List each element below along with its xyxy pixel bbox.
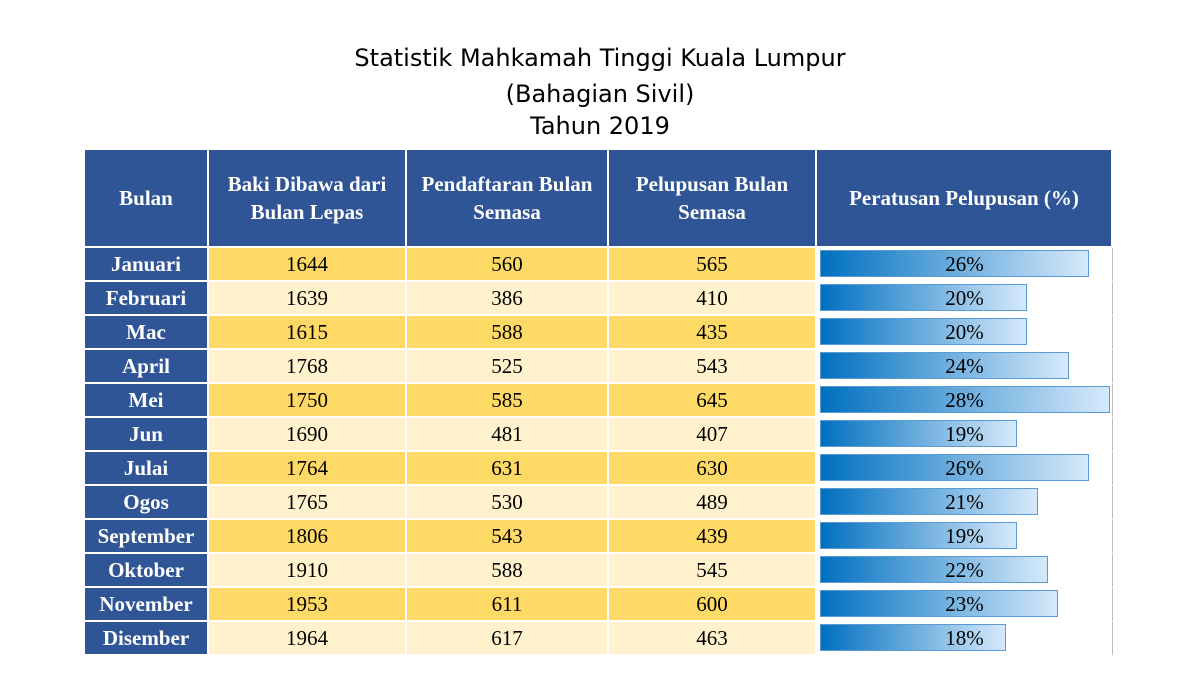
value: 386 bbox=[407, 282, 609, 316]
percent-cell: 18% bbox=[817, 622, 1113, 656]
column-header: Pelupusan Bulan Semasa bbox=[609, 150, 817, 248]
data-bar bbox=[820, 318, 1028, 345]
value: 1806 bbox=[209, 520, 407, 554]
value: 1768 bbox=[209, 350, 407, 384]
title: (Bahagian Sivil) bbox=[505, 80, 695, 108]
percent: 23% bbox=[945, 591, 984, 616]
month: Ogos bbox=[85, 486, 209, 520]
percent: 19% bbox=[945, 421, 984, 446]
value: 585 bbox=[407, 384, 609, 418]
value: 1765 bbox=[209, 486, 407, 520]
month: Januari bbox=[85, 248, 209, 282]
percent: 21% bbox=[945, 489, 984, 514]
value: 481 bbox=[407, 418, 609, 452]
column-header: Pendaftaran Bulan Semasa bbox=[407, 150, 609, 248]
month: Julai bbox=[85, 452, 209, 486]
month: November bbox=[85, 588, 209, 622]
percent: 18% bbox=[945, 625, 984, 650]
percent-cell: 26% bbox=[817, 248, 1113, 282]
value: 489 bbox=[609, 486, 817, 520]
data-bar bbox=[820, 522, 1017, 549]
month: Jun bbox=[85, 418, 209, 452]
month: Februari bbox=[85, 282, 209, 316]
month: Disember bbox=[85, 622, 209, 656]
data-bar bbox=[820, 284, 1028, 311]
percent-cell: 22% bbox=[817, 554, 1113, 588]
percent: 26% bbox=[945, 455, 984, 480]
percent-cell: 26% bbox=[817, 452, 1113, 486]
percent: 22% bbox=[945, 557, 984, 582]
value: 530 bbox=[407, 486, 609, 520]
value: 435 bbox=[609, 316, 817, 350]
value: 588 bbox=[407, 316, 609, 350]
value: 545 bbox=[609, 554, 817, 588]
month: Oktober bbox=[85, 554, 209, 588]
value: 543 bbox=[609, 350, 817, 384]
month: September bbox=[85, 520, 209, 554]
value: 1644 bbox=[209, 248, 407, 282]
value: 410 bbox=[609, 282, 817, 316]
value: 1764 bbox=[209, 452, 407, 486]
data-bar bbox=[820, 454, 1090, 481]
value: 630 bbox=[609, 452, 817, 486]
percent-cell: 23% bbox=[817, 588, 1113, 622]
percent-cell: 24% bbox=[817, 350, 1113, 384]
value: 1953 bbox=[209, 588, 407, 622]
data-bar bbox=[820, 556, 1048, 583]
column-header: Peratusan Pelupusan (%) bbox=[817, 150, 1113, 248]
percent: 24% bbox=[945, 353, 984, 378]
column-header: Baki Dibawa dari Bulan Lepas bbox=[209, 150, 407, 248]
data-bar bbox=[820, 352, 1069, 379]
percent: 26% bbox=[945, 251, 984, 276]
value: 645 bbox=[609, 384, 817, 418]
month: Mac bbox=[85, 316, 209, 350]
month: Mei bbox=[85, 384, 209, 418]
value: 1639 bbox=[209, 282, 407, 316]
percent: 28% bbox=[945, 387, 984, 412]
value: 631 bbox=[407, 452, 609, 486]
value: 543 bbox=[407, 520, 609, 554]
value: 600 bbox=[609, 588, 817, 622]
percent-cell: 28% bbox=[817, 384, 1113, 418]
value: 407 bbox=[609, 418, 817, 452]
data-bar bbox=[820, 590, 1059, 617]
data-bar bbox=[820, 250, 1090, 277]
value: 1910 bbox=[209, 554, 407, 588]
percent-cell: 20% bbox=[817, 316, 1113, 350]
percent-cell: 20% bbox=[817, 282, 1113, 316]
value: 588 bbox=[407, 554, 609, 588]
value: 1964 bbox=[209, 622, 407, 656]
percent: 19% bbox=[945, 523, 984, 548]
data-bar bbox=[820, 386, 1110, 413]
value: 617 bbox=[407, 622, 609, 656]
column-header: Bulan bbox=[85, 150, 209, 248]
value: 1750 bbox=[209, 384, 407, 418]
data-bar bbox=[820, 420, 1017, 447]
value: 1615 bbox=[209, 316, 407, 350]
percent-cell: 19% bbox=[817, 418, 1113, 452]
data-bar bbox=[820, 624, 1007, 651]
value: 463 bbox=[609, 622, 817, 656]
title: Statistik Mahkamah Tinggi Kuala Lumpur bbox=[354, 44, 846, 72]
value: 611 bbox=[407, 588, 609, 622]
value: 565 bbox=[609, 248, 817, 282]
value: 439 bbox=[609, 520, 817, 554]
percent: 20% bbox=[945, 285, 984, 310]
percent-cell: 19% bbox=[817, 520, 1113, 554]
data-bar bbox=[820, 488, 1038, 515]
title: Tahun 2019 bbox=[530, 112, 670, 140]
value: 525 bbox=[407, 350, 609, 384]
value: 560 bbox=[407, 248, 609, 282]
percent-cell: 21% bbox=[817, 486, 1113, 520]
percent: 20% bbox=[945, 319, 984, 344]
value: 1690 bbox=[209, 418, 407, 452]
month: April bbox=[85, 350, 209, 384]
